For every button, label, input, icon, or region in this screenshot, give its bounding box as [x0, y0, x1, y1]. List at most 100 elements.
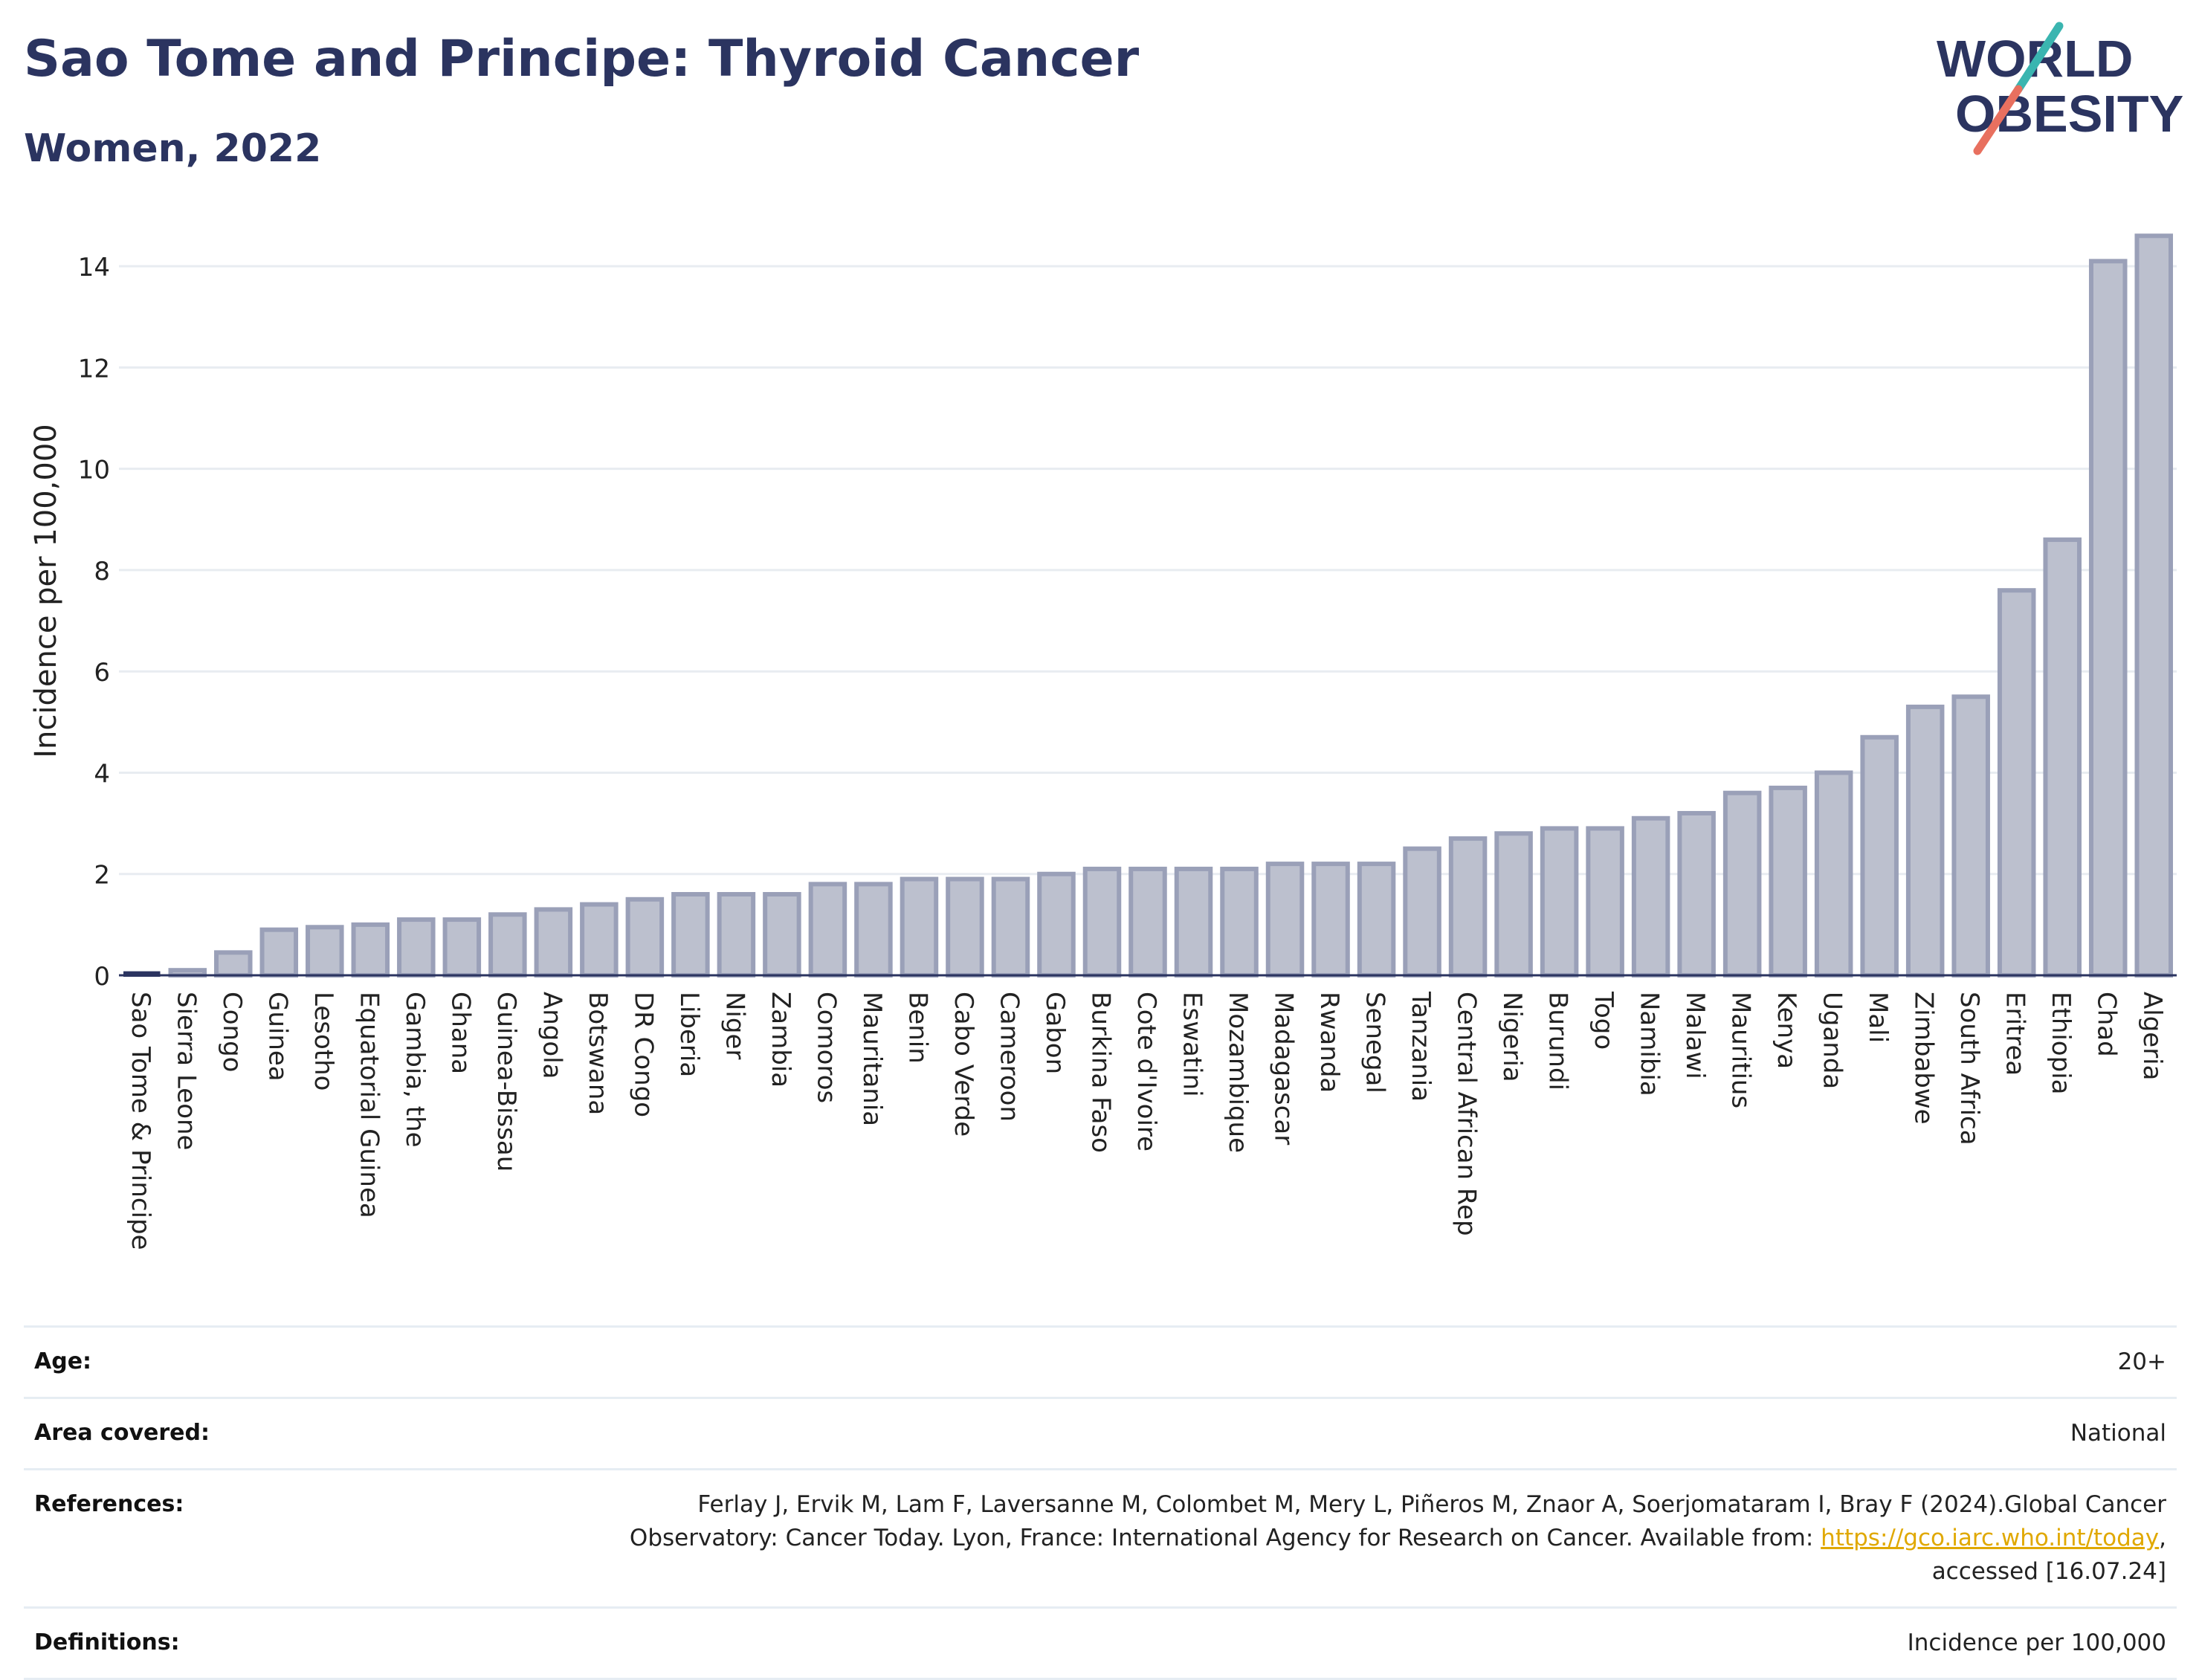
info-row-age: Age: 20+ [24, 1325, 2177, 1397]
x-tick-label: Lesotho [309, 992, 338, 1091]
bar [1082, 866, 1122, 978]
area-label: Area covered: [34, 1420, 210, 1446]
bar [2088, 259, 2128, 978]
x-tick-label: Gabon [1040, 992, 1070, 1074]
bar [306, 925, 344, 978]
bar [1037, 871, 1076, 978]
x-tick-label: Mauritius [1726, 992, 1756, 1108]
y-tick-label: 0 [94, 962, 110, 992]
x-tick-label: Mauritania [857, 992, 887, 1126]
bar [1586, 826, 1624, 978]
info-row-definitions: Definitions: Incidence per 100,000 [24, 1606, 2177, 1680]
bar [397, 917, 436, 978]
x-tick-label: Equatorial Guinea [354, 992, 384, 1218]
world-obesity-logo: WORLD OBESITY [1937, 22, 2183, 155]
x-tick-label: Burundi [1543, 992, 1573, 1091]
bar [442, 917, 482, 978]
x-tick-label: Angola [537, 992, 566, 1079]
bar [900, 876, 939, 978]
x-tick-label: Mali [1863, 992, 1893, 1043]
y-tick-label: 10 [78, 456, 110, 485]
x-tick-label: Niger [720, 992, 749, 1059]
x-tick-label: Algeria [2137, 992, 2167, 1080]
bar [625, 896, 665, 978]
bar [1448, 836, 1488, 978]
x-tick-label: Malawi [1680, 992, 1710, 1079]
bar [717, 891, 756, 978]
bar [1860, 734, 1899, 978]
x-tick-label: Nigeria [1497, 992, 1527, 1082]
x-tick-label: Eswatini [1178, 992, 1207, 1097]
x-tick-label: Cabo Verde [949, 992, 978, 1137]
bar [991, 876, 1030, 978]
x-tick-label: Benin [902, 992, 932, 1064]
bar [351, 922, 390, 978]
page-subtitle: Women, 2022 [24, 126, 322, 171]
bar [214, 950, 253, 978]
bars [123, 233, 2174, 978]
x-tick-label: Botswana [583, 992, 613, 1115]
info-row-area: Area covered: National [24, 1397, 2177, 1468]
x-tick-label: Ethiopia [2046, 992, 2076, 1094]
x-tick-label: Senegal [1360, 992, 1390, 1093]
info-table: Age: 20+ Area covered: National Referenc… [24, 1325, 2177, 1680]
y-tick-label: 2 [94, 861, 110, 891]
x-tick-label: Guinea [262, 992, 292, 1082]
page-title: Sao Tome and Principe: Thyroid Cancer [24, 30, 1140, 88]
bar [580, 902, 619, 978]
bar [1769, 785, 1807, 978]
bar [1814, 770, 1853, 978]
y-tick-label: 8 [94, 557, 110, 587]
x-tick-label: Cameroon [994, 992, 1024, 1122]
x-tick-label: Rwanda [1314, 992, 1344, 1093]
area-value: National [2070, 1420, 2166, 1447]
bar [1357, 862, 1396, 978]
x-tick-label: Madagascar [1269, 992, 1299, 1145]
x-tick-label: Kenya [1772, 992, 1801, 1069]
references-link[interactable]: https://gco.iarc.who.int/today [1821, 1525, 2160, 1551]
y-tick-label: 4 [94, 759, 110, 789]
bar-chart: 0 2 4 6 8 10 12 14 Sao Tome & Principe Sierra Le… [29, 233, 2177, 1250]
bar [1265, 862, 1305, 978]
references-line-3: accessed [16.07.24] [1931, 1558, 2166, 1585]
bar [2134, 233, 2174, 978]
bar [1128, 866, 1167, 978]
references-label: References: [34, 1491, 184, 1517]
x-tick-label: Eritrea [2001, 992, 2030, 1076]
bar [1540, 826, 1579, 978]
x-tick-label: Chad [2092, 992, 2122, 1057]
references-line-2-suffix: , [2159, 1525, 2166, 1551]
bar [534, 907, 573, 978]
x-tick-label: Central African Rep [1452, 992, 1482, 1236]
x-tick-label: South Africa [1954, 992, 1984, 1146]
x-tick-label: Comoros [811, 992, 841, 1103]
y-tick-label: 6 [94, 658, 110, 688]
x-tick-labels: Sao Tome & Principe Sierra Leone Congo Guin… [126, 991, 2167, 1250]
bar [1677, 810, 1716, 978]
bar [854, 882, 893, 978]
references-line-2: Observatory: Cancer Today. Lyon, France:… [346, 1522, 2166, 1555]
logo-slash-top [2014, 22, 2064, 94]
y-tick-labels: 0 2 4 6 8 10 12 14 [78, 253, 110, 992]
x-tick-label: Liberia [674, 992, 704, 1077]
definitions-label: Definitions: [34, 1629, 180, 1655]
logo-slash-bottom [1973, 85, 2023, 155]
bar [259, 927, 299, 978]
x-tick-label: Zimbabwe [1909, 992, 1939, 1125]
bar [1631, 815, 1670, 978]
bar [671, 891, 710, 978]
bar [488, 912, 527, 978]
x-tick-label: Tanzania [1406, 991, 1436, 1102]
y-tick-label: 12 [78, 354, 110, 384]
x-tick-label: Sierra Leone [171, 992, 201, 1150]
bar [763, 891, 801, 978]
x-tick-label: Zambia [766, 992, 795, 1088]
bar [946, 876, 984, 978]
bar [1403, 846, 1441, 978]
x-tick-label: Togo [1589, 991, 1618, 1050]
bar [808, 882, 847, 978]
bar [1722, 790, 1762, 978]
references-line-2-prefix: Observatory: Cancer Today. Lyon, France:… [629, 1525, 1821, 1551]
x-tick-label: Mozambique [1223, 992, 1253, 1153]
bar [1174, 866, 1213, 978]
